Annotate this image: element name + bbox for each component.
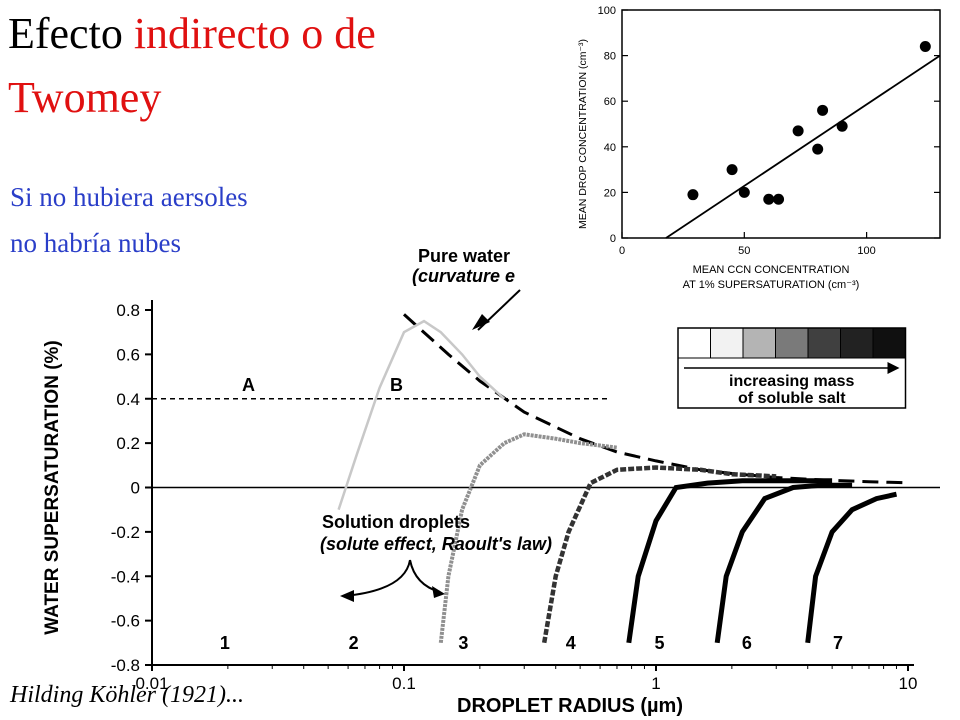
data-point: [773, 193, 785, 205]
data-point: [792, 125, 804, 137]
legend-swatch: [872, 327, 906, 359]
data-point: [812, 143, 824, 155]
x-tick-label: 10: [899, 674, 918, 693]
pure-water-sublabel: (curvature e: [412, 266, 515, 286]
y-tick-label: 0.6: [116, 345, 140, 364]
solution-label: Solution droplets: [322, 512, 470, 532]
series-line-5: [626, 478, 833, 644]
y-tick-label: 0.2: [116, 434, 140, 453]
label-b: B: [390, 375, 403, 395]
solution-arrow-right: [409, 559, 441, 593]
legend-swatch: [742, 327, 776, 359]
x-tick-label: 1: [651, 674, 660, 693]
inset-background: [572, 0, 960, 300]
series-line-7: [805, 491, 898, 644]
data-point: [726, 164, 738, 176]
y-tick-label: -0.2: [111, 523, 140, 542]
plot-frame: [621, 9, 941, 239]
curve-label: 7: [833, 633, 843, 653]
title-line2: Twomey: [8, 73, 162, 122]
data-point: [817, 104, 829, 116]
curve-label: 2: [349, 633, 359, 653]
x-tick-label: 0.1: [392, 674, 416, 693]
data-point: [687, 189, 699, 201]
ccn-scatter-chart: 0 20 40 60 80 100 0 50 100 MEAN CCN CONCENTRATION…: [572, 0, 960, 300]
legend-swatch: [840, 327, 874, 359]
solution-sublabel: (solute effect, Raoult's law): [320, 534, 552, 554]
series-line-2: [337, 319, 506, 511]
y-axis-label: WATER SUPERSATURATION (%): [42, 340, 63, 635]
label-a: A: [242, 375, 255, 395]
y-tick-label: 0: [131, 479, 140, 498]
curve-label: 5: [654, 633, 664, 653]
legend-arrowhead: [887, 362, 900, 374]
x-tick-label: 100: [857, 245, 875, 257]
subtitle-line1: Si no hubiera aersoles: [10, 182, 248, 212]
data-point: [836, 120, 848, 132]
legend-text-2: of soluble salt: [738, 390, 846, 407]
x-tick-label: 50: [738, 245, 750, 257]
curve-label: 6: [742, 633, 752, 653]
y-tick-label: 100: [598, 5, 616, 17]
subtitle-line2: no habría nubes: [10, 228, 181, 258]
legend-swatch: [677, 327, 711, 359]
y-tick-label: 0: [610, 233, 616, 245]
y-axis-label: MEAN DROP CONCENTRATION (cm⁻³): [577, 39, 589, 229]
legend-swatch: [710, 327, 744, 359]
y-tick-label: -0.4: [111, 567, 140, 586]
solution-arrow-left: [344, 559, 411, 597]
solution-arrowhead-right: [432, 586, 445, 598]
y-tick-label: 40: [604, 142, 616, 154]
series-line-6: [714, 482, 853, 644]
title-part1: Efecto: [8, 9, 134, 58]
curve-label: 1: [220, 633, 230, 653]
curve-label: 3: [458, 633, 468, 653]
y-tick-label: 20: [604, 187, 616, 199]
series-line-4: [541, 465, 777, 644]
legend-box: [677, 327, 907, 409]
y-tick-label: 0.4: [116, 390, 140, 409]
x-axis-label: DROPLET RADIUS (µm): [457, 695, 683, 717]
y-tick-label: -0.8: [111, 656, 140, 675]
title-part2: indirecto o de: [133, 9, 376, 58]
data-point: [763, 193, 775, 205]
data-point: [738, 186, 750, 198]
legend-swatch: [807, 327, 841, 359]
legend-text-1: increasing mass: [729, 373, 855, 390]
x-tick-label: 0.01: [135, 674, 168, 693]
slide-title: Efecto indirecto o de: [8, 10, 376, 58]
series-line-3: [438, 432, 618, 644]
series-line-pure-water: [402, 313, 909, 485]
curve-label: 4: [566, 633, 576, 653]
credit-text: Hilding Köhler (1921)...: [10, 682, 244, 708]
y-tick-label: 0.8: [116, 301, 140, 320]
pure-water-label: Pure water: [418, 246, 510, 266]
y-tick-label: 80: [604, 51, 616, 63]
y-tick-label: 60: [604, 96, 616, 108]
x-tick-label: 0: [619, 245, 625, 257]
solution-arrowhead-left: [340, 590, 354, 602]
data-point: [919, 40, 931, 52]
fit-line: [665, 54, 941, 239]
y-tick-label: -0.6: [111, 612, 140, 631]
pure-water-arrowhead: [472, 314, 490, 330]
x-axis-label-line2: AT 1% SUPERSATURATION (cm⁻³): [683, 279, 860, 291]
legend-swatch: [775, 327, 809, 359]
x-axis-label-line1: MEAN CCN CONCENTRATION: [693, 264, 850, 276]
